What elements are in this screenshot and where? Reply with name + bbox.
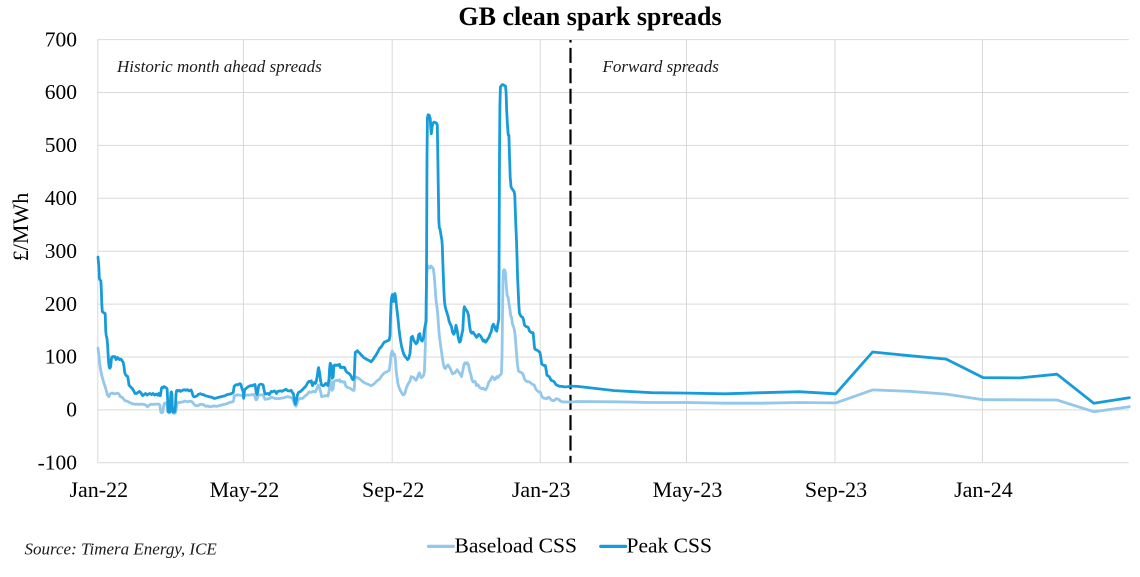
svg-text:400: 400 — [45, 186, 77, 210]
svg-text:Peak CSS: Peak CSS — [627, 534, 712, 558]
svg-text:May-23: May-23 — [653, 477, 723, 502]
svg-text:Historic month ahead spreads: Historic month ahead spreads — [116, 57, 322, 76]
svg-text:Jan-22: Jan-22 — [69, 477, 128, 502]
svg-text:-100: -100 — [38, 451, 77, 475]
svg-text:300: 300 — [45, 239, 77, 263]
svg-text:0: 0 — [66, 398, 77, 422]
svg-text:£/MWh: £/MWh — [8, 193, 33, 261]
svg-text:Source: Timera Energy, ICE: Source: Timera Energy, ICE — [25, 540, 218, 559]
svg-text:600: 600 — [45, 80, 77, 104]
svg-text:Baseload CSS: Baseload CSS — [455, 534, 577, 558]
svg-text:Jan-23: Jan-23 — [512, 477, 571, 502]
svg-text:Sep-22: Sep-22 — [362, 477, 424, 502]
svg-text:Jan-24: Jan-24 — [954, 477, 1013, 502]
svg-text:100: 100 — [45, 345, 77, 369]
svg-text:700: 700 — [45, 27, 77, 51]
svg-text:May-22: May-22 — [210, 477, 280, 502]
svg-text:500: 500 — [45, 133, 77, 157]
svg-text:Sep-23: Sep-23 — [805, 477, 867, 502]
svg-text:Forward spreads: Forward spreads — [602, 57, 720, 76]
svg-text:200: 200 — [45, 292, 77, 316]
svg-text:GB clean spark spreads: GB clean spark spreads — [458, 2, 721, 31]
